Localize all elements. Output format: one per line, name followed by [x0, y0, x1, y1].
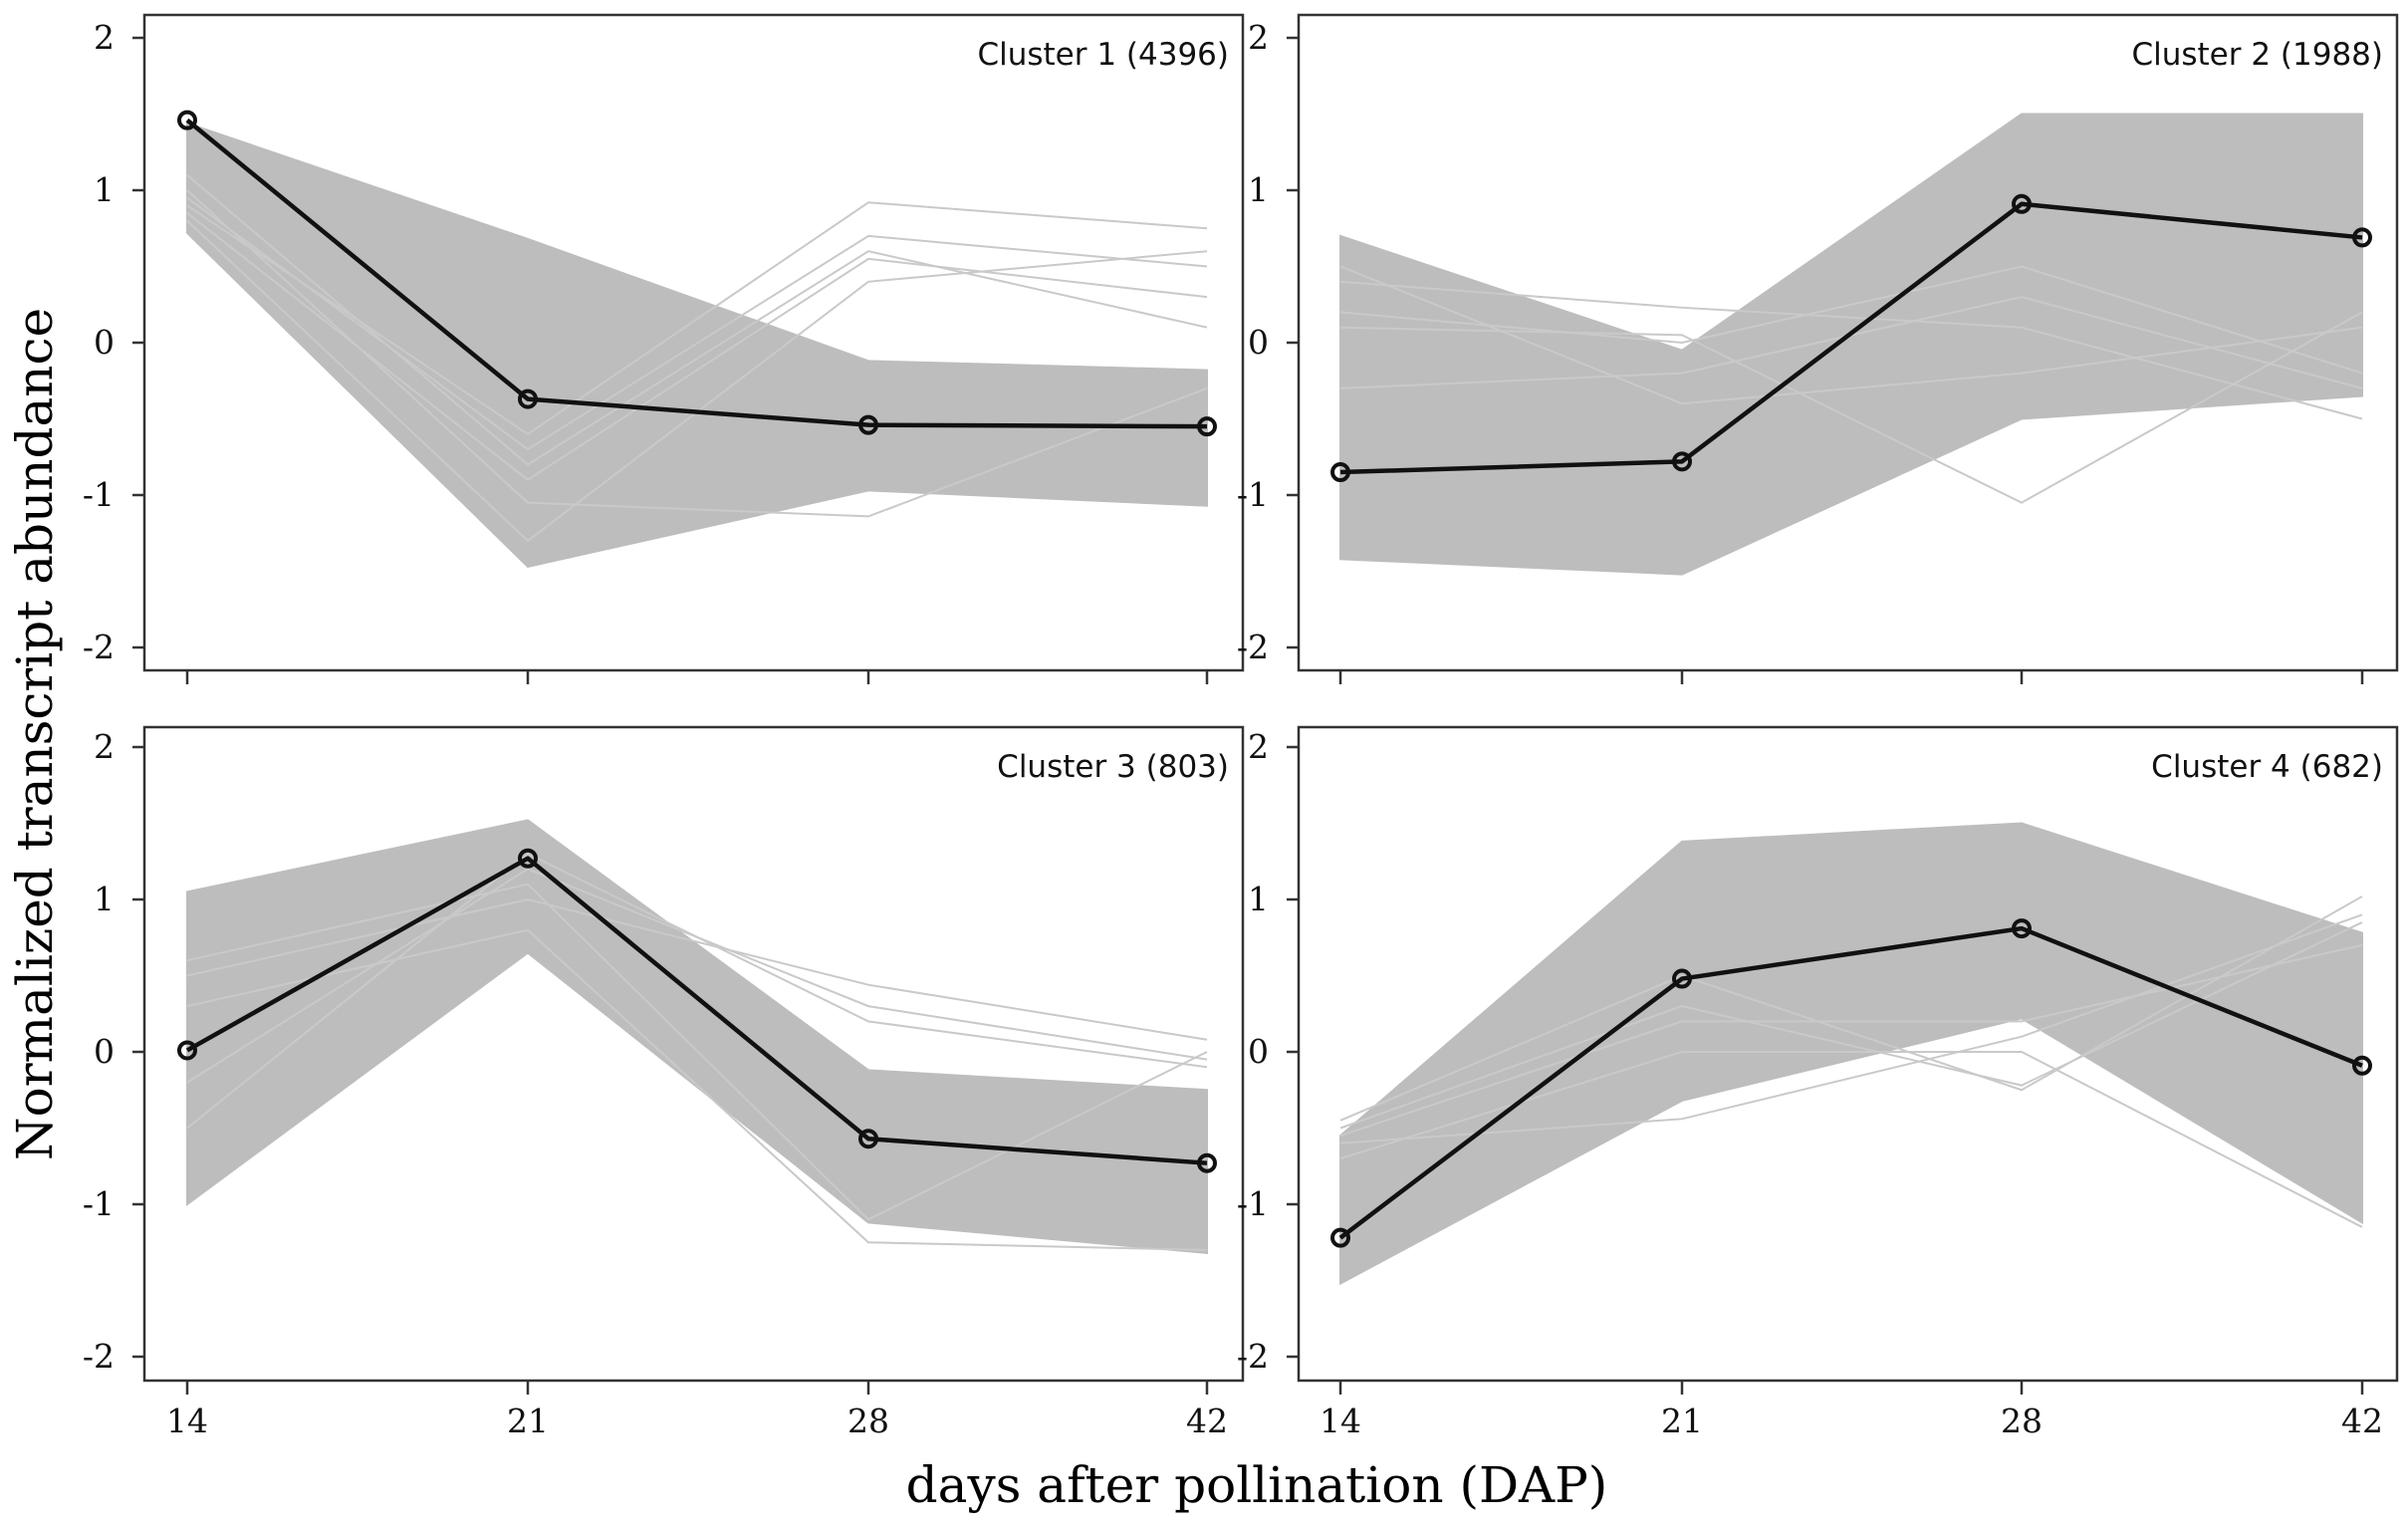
x-tick-label: 42	[1186, 1402, 1228, 1440]
y-tick-label: 0	[94, 1032, 115, 1071]
y-tick-label: -2	[83, 628, 115, 666]
centroid-point	[1197, 416, 1217, 437]
plot-area	[1338, 822, 2363, 1286]
centroid-point	[2352, 1055, 2372, 1076]
y-tick-label: -2	[1237, 1337, 1269, 1376]
y-tick-label: 2	[94, 727, 115, 766]
y-tick-label: 0	[1248, 323, 1269, 362]
centroid-point	[1672, 968, 1692, 989]
member-line	[1339, 921, 2363, 1130]
centroid-line	[185, 118, 1208, 429]
y-tick-label: 0	[94, 323, 115, 362]
member-line	[186, 196, 1208, 451]
centroid-point	[2012, 193, 2032, 214]
cluster-envelope	[1339, 113, 2363, 576]
member-line	[1339, 895, 2363, 1122]
y-tick-label: 2	[1248, 18, 1269, 57]
member-line	[1339, 943, 2363, 1138]
y-axis-label: Normalized transcript abundance	[6, 308, 64, 1160]
plot-area	[1339, 113, 2363, 576]
y-tick-label: 2	[94, 18, 115, 57]
centroid-point	[518, 848, 538, 869]
y-tick-label: -1	[1237, 1184, 1269, 1223]
y-tick-label: 1	[1248, 170, 1269, 209]
centroid-point	[177, 110, 197, 130]
panel-title: Cluster 1 (4396)	[977, 37, 1229, 73]
y-tick-label: 0	[1248, 1032, 1269, 1071]
x-tick-label: 28	[2001, 1402, 2043, 1440]
y-tick-label: -2	[83, 1337, 115, 1376]
centroid-point	[1672, 451, 1692, 472]
cluster-envelope	[1339, 822, 2363, 1286]
member-line	[186, 883, 1208, 1221]
y-tick-label: -2	[1237, 628, 1269, 666]
centroid-point	[858, 414, 878, 435]
x-tick-label: 14	[1320, 1402, 1361, 1440]
centroid-point	[1330, 462, 1350, 483]
member-line	[1339, 913, 2363, 1145]
panel-cluster-1: Cluster 1 (4396) -2 -1 0 1 2	[83, 13, 1245, 684]
member-line	[1339, 1051, 2363, 1228]
centroid-point	[1330, 1227, 1350, 1248]
member-line	[1339, 280, 2363, 420]
member-line	[186, 173, 1208, 466]
member-line	[1339, 265, 2363, 375]
y-tick-label: 2	[1248, 727, 1269, 766]
centroid-point	[1197, 1152, 1217, 1173]
x-axis-label: days after pollination (DAP)	[906, 1456, 1608, 1514]
centroid-line	[1339, 201, 2363, 475]
member-line	[186, 212, 1208, 481]
centroid-point	[858, 1129, 878, 1149]
x-tick-label: 14	[166, 1402, 208, 1440]
centroid-line	[185, 856, 1208, 1165]
panel-title: Cluster 2 (1988)	[2131, 37, 2383, 73]
member-line	[1339, 311, 2363, 504]
x-tick-label: 42	[2341, 1402, 2383, 1440]
cluster-envelope	[186, 819, 1208, 1255]
panel-cluster-2: Cluster 2 (1988) -2 -1 0 1 2	[1237, 13, 2399, 684]
member-line	[186, 928, 1208, 1251]
panel-frame	[1297, 725, 2399, 1383]
panel-title: Cluster 4 (682)	[2151, 749, 2383, 785]
panel-cluster-3: Cluster 3 (803) -2 -1 0 1 2 14 21 28 42	[83, 725, 1245, 1440]
centroid-point	[518, 388, 538, 409]
centroid-point	[2012, 918, 2032, 939]
member-line	[186, 897, 1208, 1041]
panel-frame	[142, 725, 1245, 1383]
panel-title: Cluster 3 (803)	[997, 749, 1229, 785]
member-line	[186, 852, 1208, 1130]
x-tick-label: 21	[1661, 1402, 1703, 1440]
plot-area	[185, 819, 1208, 1255]
panel-cluster-4: Cluster 4 (682) -2 -1 0 1 2 14 21 28 42	[1237, 725, 2399, 1440]
member-line	[1339, 265, 2363, 405]
plot-area	[185, 118, 1208, 569]
cluster-envelope	[186, 122, 1208, 569]
y-tick-label: 1	[94, 880, 115, 918]
x-tick-label: 21	[507, 1402, 549, 1440]
centroid-point	[177, 1040, 197, 1061]
centroid-point	[2352, 227, 2372, 248]
y-tick-label: -1	[83, 1184, 115, 1223]
y-tick-label: -1	[1237, 475, 1269, 514]
x-tick-label: 28	[847, 1402, 889, 1440]
y-tick-label: 1	[1248, 880, 1269, 918]
y-tick-label: 1	[94, 170, 115, 209]
centroid-line	[1338, 925, 2363, 1240]
y-tick-label: -1	[83, 475, 115, 514]
